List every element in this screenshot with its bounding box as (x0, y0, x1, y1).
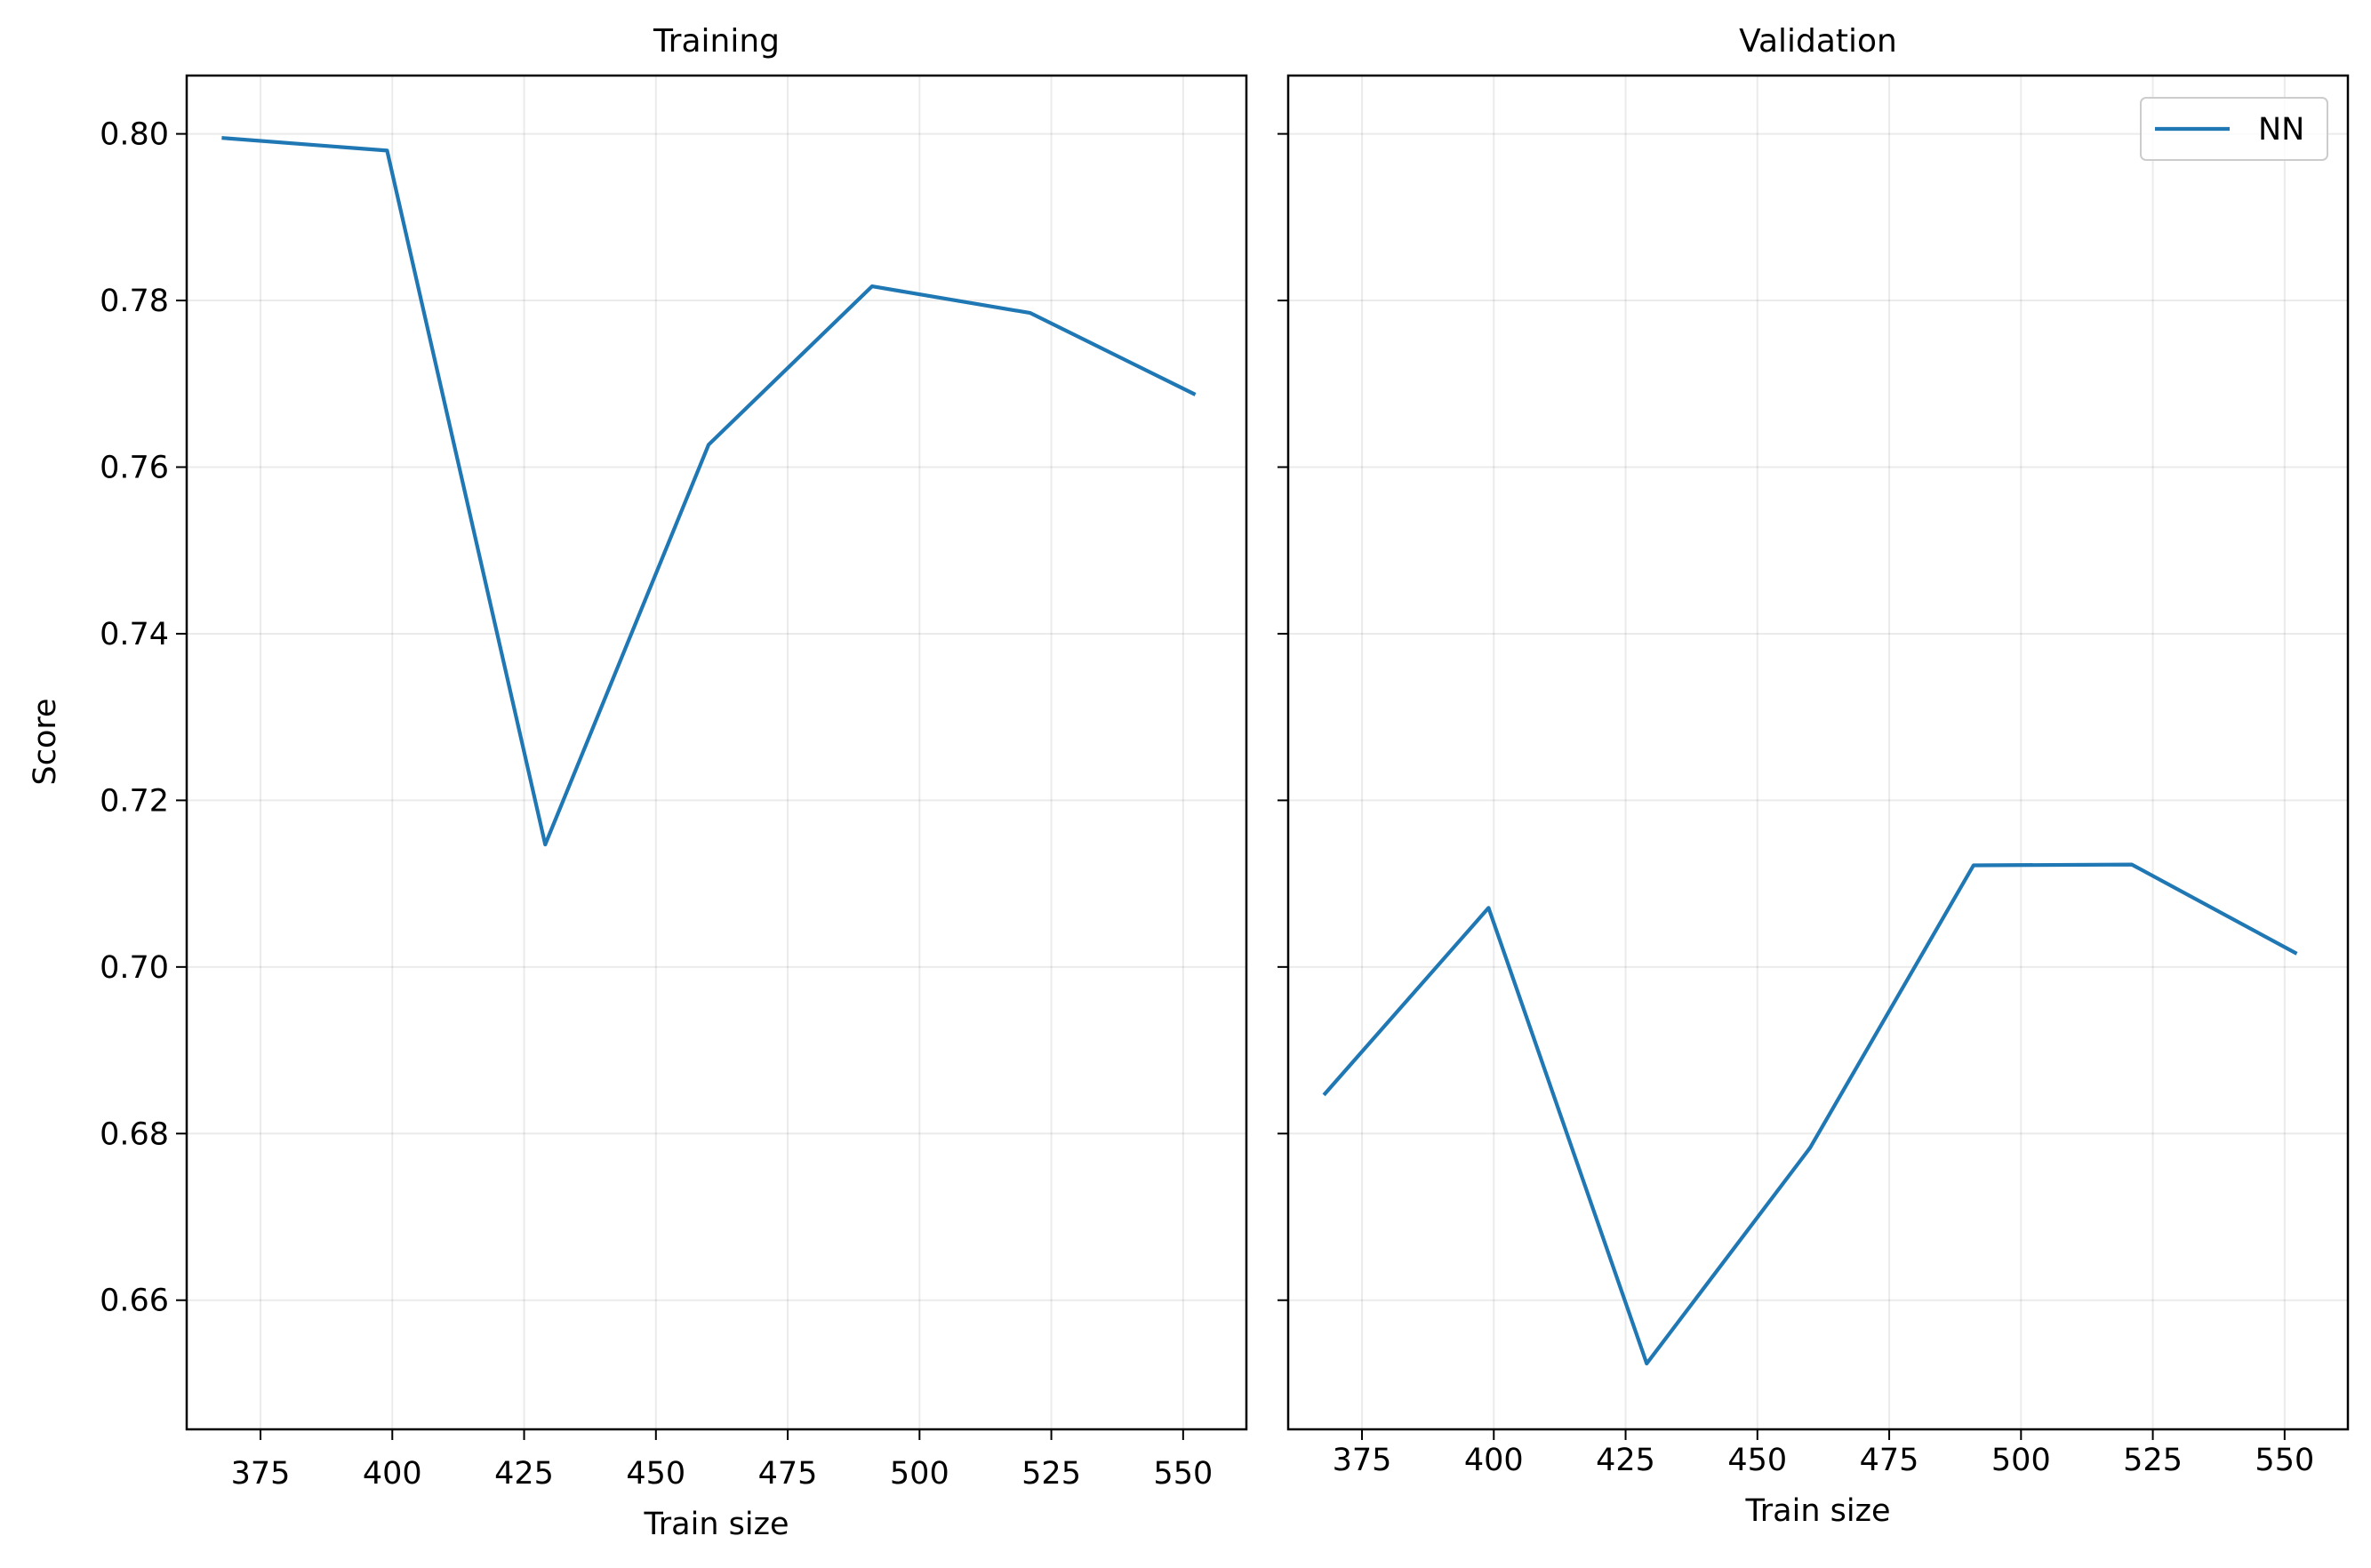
x-tick-label: 375 (1333, 1443, 1392, 1478)
x-tick-label: 425 (494, 1456, 554, 1492)
x-tick-label: 425 (1596, 1443, 1655, 1478)
training-panel: 375 400 425 450 475 500 525 550 0.66 0.68 0.70 0.7… (28, 23, 1248, 1542)
y-tick-label: 0.80 (100, 117, 169, 153)
y-tick-label: 0.76 (100, 450, 169, 485)
x-tick-label: 475 (1860, 1443, 1919, 1478)
x-tick-label: 400 (363, 1456, 422, 1492)
training-series (221, 136, 1197, 847)
validation-x-axis-label: Train size (1745, 1493, 1891, 1529)
y-tick-label: 0.78 (100, 284, 169, 319)
y-tick-label: 0.70 (100, 950, 169, 986)
validation-axes-frame (1286, 74, 2350, 1431)
training-x-ticks: 375 400 425 450 475 500 525 550 (231, 1429, 1213, 1492)
series-line-nn (221, 136, 1197, 847)
x-tick-label: 475 (758, 1456, 818, 1492)
x-tick-label: 450 (626, 1456, 685, 1492)
training-axes-frame (185, 74, 1248, 1431)
x-tick-label: 400 (1464, 1443, 1524, 1478)
legend: NN (2140, 97, 2328, 161)
validation-title: Validation (1739, 23, 1897, 60)
x-tick-label: 450 (1727, 1443, 1787, 1478)
x-tick-label: 375 (231, 1456, 291, 1492)
y-tick-label: 0.66 (100, 1284, 169, 1319)
validation-series (1322, 862, 2298, 1366)
series-line-nn (1322, 862, 2298, 1366)
x-tick-label: 550 (2255, 1443, 2314, 1478)
validation-y-ticks (1278, 132, 1288, 1301)
x-tick-label: 550 (1153, 1456, 1213, 1492)
x-tick-label: 525 (1021, 1456, 1081, 1492)
x-tick-label: 525 (2123, 1443, 2183, 1478)
y-tick-label: 0.72 (100, 783, 169, 819)
training-grid (187, 76, 1246, 1429)
validation-panel: 375 400 425 450 475 500 525 550 Validation Trai… (1278, 23, 2350, 1529)
legend-box (2140, 97, 2328, 161)
training-title: Training (653, 23, 780, 60)
y-tick-label: 0.74 (100, 617, 169, 652)
training-y-ticks: 0.66 0.68 0.70 0.72 0.74 0.76 0.78 0.80 (100, 117, 187, 1319)
y-axis-label: Score (28, 698, 63, 785)
validation-grid (1288, 76, 2348, 1429)
validation-x-ticks: 375 400 425 450 475 500 525 550 (1333, 1429, 2314, 1478)
legend-label-nn: NN (2258, 112, 2304, 148)
x-tick-label: 500 (1991, 1443, 2051, 1478)
y-tick-label: 0.68 (100, 1116, 169, 1152)
training-x-axis-label: Train size (644, 1507, 789, 1542)
x-tick-label: 500 (890, 1456, 949, 1492)
